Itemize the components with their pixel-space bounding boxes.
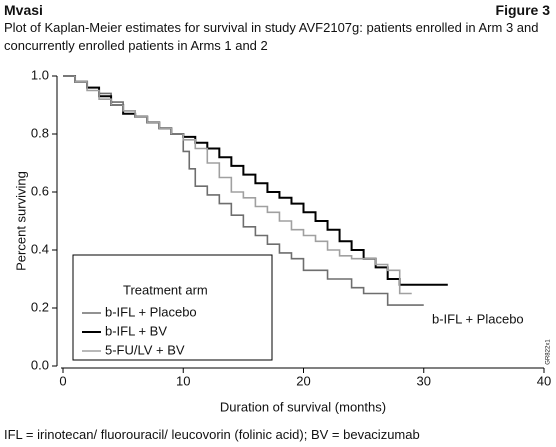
y-tick-label: 0.0 [31,357,49,372]
y-tick-label: 0.8 [31,125,49,140]
x-axis-label: Duration of survival (months) [220,399,386,414]
footnote: IFL = irinotecan/ fluorouracil/ leucovor… [4,427,420,442]
figure-label: Figure 3 [495,2,550,18]
x-tick-label: 10 [176,373,190,388]
x-tick-label: 40 [537,373,551,388]
legend-title: Treatment arm [123,282,208,297]
x-tick-label: 30 [417,373,431,388]
y-tick-label: 0.2 [31,299,49,314]
legend-label: b-IFL + BV [105,323,167,338]
x-tick-label: 20 [296,373,310,388]
legend-box [72,254,273,361]
legend-label: 5-FU/LV + BV [105,342,185,357]
chart-title: Plot of Kaplan-Meier estimates for survi… [4,20,539,53]
survival-line [63,75,424,306]
y-tick-label: 0.4 [31,241,49,256]
survival-line [63,75,412,295]
figure-code: GR822x1 [546,339,552,365]
y-tick-label: 0.6 [31,183,49,198]
legend-label: b-IFL + Placebo [105,304,197,319]
brand: Mvasi [4,2,43,18]
x-tick-label: 0 [59,373,66,388]
y-tick-label: 1.0 [31,67,49,82]
chart: Percent surviving Duration of survival (… [13,67,552,414]
survival-line [63,75,448,286]
annotation: b-IFL + Placebo [432,311,524,326]
y-axis-label: Percent surviving [13,171,28,271]
